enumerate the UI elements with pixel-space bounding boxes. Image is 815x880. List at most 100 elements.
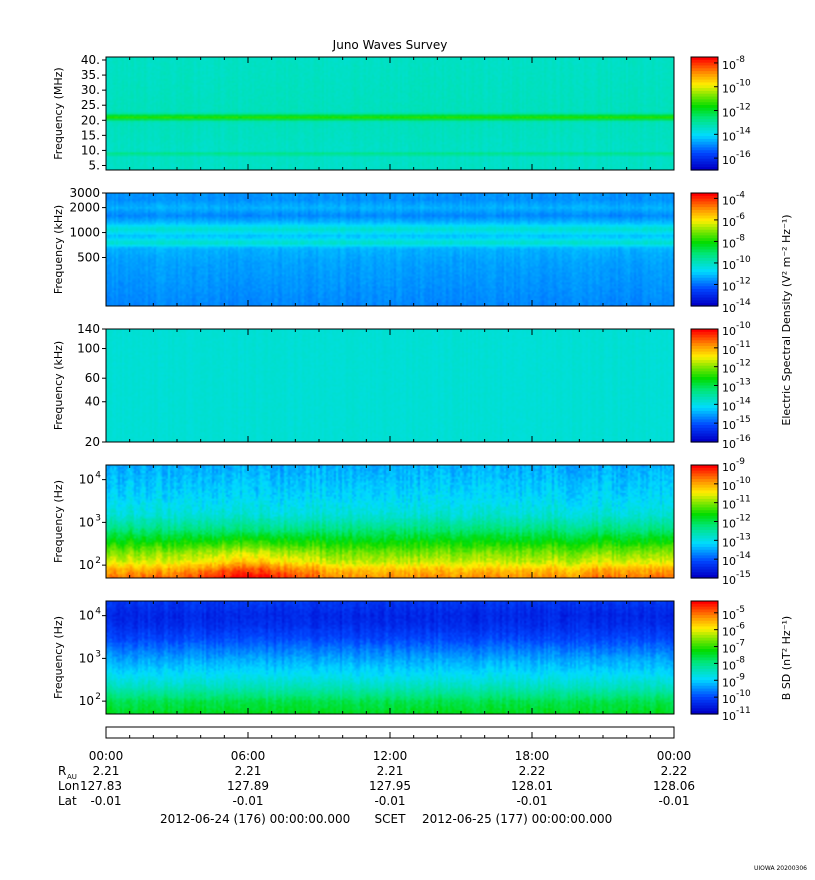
colorbar-tick-exponent: -12 bbox=[736, 359, 751, 369]
colorbar-tick-exponent: -5 bbox=[736, 605, 745, 615]
colorbar-swatch bbox=[691, 121, 718, 126]
colorbar-tick-label: 10 bbox=[722, 574, 736, 587]
colorbar-swatch bbox=[691, 665, 718, 670]
colorbar-tick-label: 10 bbox=[722, 59, 736, 72]
colorbar-swatch bbox=[691, 161, 718, 165]
ephemeris-value: -0.01 bbox=[90, 794, 121, 808]
colorbar-swatch bbox=[691, 218, 718, 222]
colorbar-swatch bbox=[691, 425, 718, 429]
ephemeris-value: 127.95 bbox=[369, 779, 411, 793]
y-tick-label: 5. bbox=[89, 158, 100, 172]
colorbar-swatch bbox=[691, 300, 718, 304]
colorbar-swatch bbox=[691, 546, 718, 551]
colorbar-swatch bbox=[691, 532, 718, 537]
time-tick-label: 00:00 bbox=[89, 749, 124, 763]
colorbar-tick-label: 10 bbox=[722, 555, 736, 568]
y-axis-label: Frequency (Hz) bbox=[52, 616, 65, 699]
colorbar-swatch bbox=[691, 243, 718, 248]
colorbar-swatch bbox=[691, 513, 718, 517]
colorbar-tick-exponent: -15 bbox=[736, 570, 751, 580]
colorbar-swatch bbox=[691, 405, 718, 409]
colorbar-swatch bbox=[691, 102, 718, 106]
y-tick-label: 10 bbox=[79, 473, 94, 487]
colorbar-tick-exponent: -11 bbox=[736, 706, 751, 716]
colorbar-swatch bbox=[691, 345, 718, 350]
colorbar-swatch bbox=[691, 410, 718, 415]
colorbar-tick-label: 10 bbox=[722, 676, 736, 689]
colorbar-swatch bbox=[691, 360, 718, 364]
y-axis-label: Frequency (kHz) bbox=[52, 341, 65, 430]
colorbar-swatch bbox=[691, 620, 718, 625]
ephemeris-value: 128.01 bbox=[511, 779, 553, 793]
colorbar-swatch bbox=[691, 629, 718, 633]
colorbar-tick-exponent: -7 bbox=[736, 639, 745, 649]
colorbar-swatch bbox=[691, 257, 718, 262]
colorbar-swatch bbox=[691, 147, 718, 151]
colorbar-swatch bbox=[691, 677, 718, 681]
spectrogram-image bbox=[106, 601, 674, 714]
colorbar-swatch bbox=[691, 141, 718, 146]
colorbar-swatch bbox=[691, 668, 718, 673]
colorbar-swatch bbox=[691, 351, 718, 356]
colorbar-swatch bbox=[691, 59, 718, 64]
colorbar-swatch bbox=[691, 153, 718, 157]
colorbar-swatch bbox=[691, 498, 718, 503]
colorbar-swatch bbox=[691, 127, 718, 132]
y-tick-exponent: 4 bbox=[95, 607, 101, 617]
spectrogram-image bbox=[106, 465, 674, 578]
colorbar-tick-label: 10 bbox=[722, 280, 736, 293]
colorbar-swatch bbox=[691, 632, 718, 636]
colorbar-swatch bbox=[691, 651, 718, 656]
colorbar-swatch bbox=[691, 391, 718, 395]
colorbar-swatch bbox=[691, 561, 718, 565]
y-tick-label: 140 bbox=[77, 322, 100, 336]
colorbar-swatch bbox=[691, 269, 718, 273]
colorbar-swatch bbox=[691, 215, 718, 220]
colorbar-tick-label: 10 bbox=[722, 363, 736, 376]
colorbar-swatch bbox=[691, 291, 718, 296]
colorbar-swatch bbox=[691, 99, 718, 103]
colorbar-swatch bbox=[691, 615, 718, 619]
ephemeris-value: 127.83 bbox=[80, 779, 122, 793]
colorbar-swatch bbox=[691, 249, 718, 253]
colorbar-swatch bbox=[691, 133, 718, 137]
colorbar-swatch bbox=[691, 71, 718, 75]
colorbar-swatch bbox=[691, 263, 718, 268]
y-tick-exponent: 2 bbox=[95, 556, 101, 566]
colorbar-swatch bbox=[691, 85, 718, 89]
colorbar-swatch bbox=[691, 487, 718, 492]
colorbar-swatch bbox=[691, 246, 718, 251]
y-axis-label: Frequency (kHz) bbox=[52, 205, 65, 294]
colorbar-swatch bbox=[691, 82, 718, 86]
colorbar-swatch bbox=[691, 612, 718, 616]
colorbar-swatch bbox=[691, 238, 718, 242]
colorbar-tick-label: 10 bbox=[722, 659, 736, 672]
colorbar-tick-exponent: -10 bbox=[736, 321, 751, 331]
colorbar-tick-exponent: -14 bbox=[736, 126, 751, 136]
ephemeris-value: 2.21 bbox=[377, 764, 404, 778]
colorbar-swatch bbox=[691, 201, 718, 205]
colorbar-swatch bbox=[691, 603, 718, 608]
colorbar-tick-exponent: -6 bbox=[736, 212, 745, 222]
colorbar-tick-exponent: -9 bbox=[736, 457, 745, 467]
colorbar-swatch bbox=[691, 646, 718, 650]
y-tick-exponent: 3 bbox=[95, 513, 101, 523]
ephemeris-value: -0.01 bbox=[232, 794, 263, 808]
colorbar-swatch bbox=[691, 68, 718, 72]
colorbar-swatch bbox=[691, 541, 718, 545]
colorbar-swatch bbox=[691, 705, 718, 709]
time-range-end: 2012-06-25 (177) 00:00:00.000 bbox=[422, 812, 612, 826]
colorbar-swatch bbox=[691, 96, 718, 100]
colorbar-swatch bbox=[691, 430, 718, 435]
colorbar-swatch bbox=[691, 294, 718, 299]
colorbar-swatch bbox=[691, 399, 718, 404]
time-tick-label: 12:00 bbox=[373, 749, 408, 763]
spectrogram-panel: 40.35.30.25.20.15.10.5. Frequency (MHz) 10… bbox=[52, 53, 751, 172]
y-tick-label: 25. bbox=[81, 98, 100, 112]
colorbar-swatch bbox=[691, 402, 718, 406]
colorbar-swatch bbox=[691, 334, 718, 339]
colorbar-swatch bbox=[691, 640, 718, 644]
colorbar-swatch bbox=[691, 481, 718, 486]
colorbar-swatch bbox=[691, 113, 718, 117]
